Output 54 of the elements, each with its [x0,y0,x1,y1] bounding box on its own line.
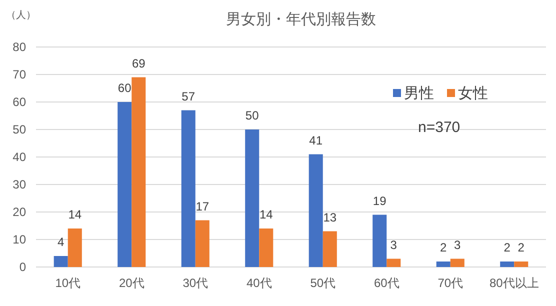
y-tick-label: 40 [12,150,26,164]
bar [500,262,514,267]
bar [181,110,196,267]
data-label: 2 [518,240,525,254]
y-axis-title: （人） [6,10,36,21]
y-tick-label: 50 [12,122,26,136]
data-label: 60 [118,81,132,95]
data-label: 4 [58,235,65,249]
data-label: 13 [323,210,337,224]
bar [118,102,132,267]
bar [514,262,528,267]
bar [195,220,210,267]
x-tick-label: 10代 [55,276,81,290]
legend-label: 男性 [404,85,434,102]
bar [322,231,337,267]
bar [450,258,464,267]
x-tick-label: 70代 [438,276,464,290]
bar [308,154,323,267]
data-label: 3 [390,238,398,252]
x-tick-label: 80代以上 [489,276,539,290]
x-tick-label: 40代 [246,276,272,290]
y-tick-label: 10 [12,232,26,246]
x-tick-label: 60代 [374,276,400,290]
x-tick-label: 50代 [310,276,336,290]
data-label: 2 [440,240,448,254]
data-label: 57 [182,89,196,104]
chart-title: 男女別・年代別報告数 [226,11,376,28]
data-label: 50 [245,108,260,122]
data-label: 14 [259,208,274,222]
y-tick-label: 0 [19,260,26,274]
x-tick-label: 20代 [118,276,144,290]
data-label: 69 [132,56,146,70]
data-label: 41 [309,133,323,148]
bar [436,262,450,267]
bar [259,228,274,267]
y-tick-label: 70 [12,68,26,82]
bar [245,130,260,267]
bar [68,228,82,267]
annotation: n=370 [418,119,460,136]
bar [54,256,68,267]
data-label: 14 [68,208,82,222]
x-tick-label: 30代 [182,276,208,290]
y-tick-label: 60 [12,95,26,109]
y-tick-label: 20 [12,205,26,219]
y-tick-label: 30 [12,178,26,192]
data-label: 3 [454,238,462,252]
data-label: 17 [196,199,210,214]
bar [132,77,146,267]
data-label: 2 [504,240,511,254]
bar [372,214,387,267]
y-tick-label: 80 [12,40,26,54]
data-label: 19 [372,194,387,208]
legend-label: 女性 [458,85,488,102]
bar [386,258,401,267]
